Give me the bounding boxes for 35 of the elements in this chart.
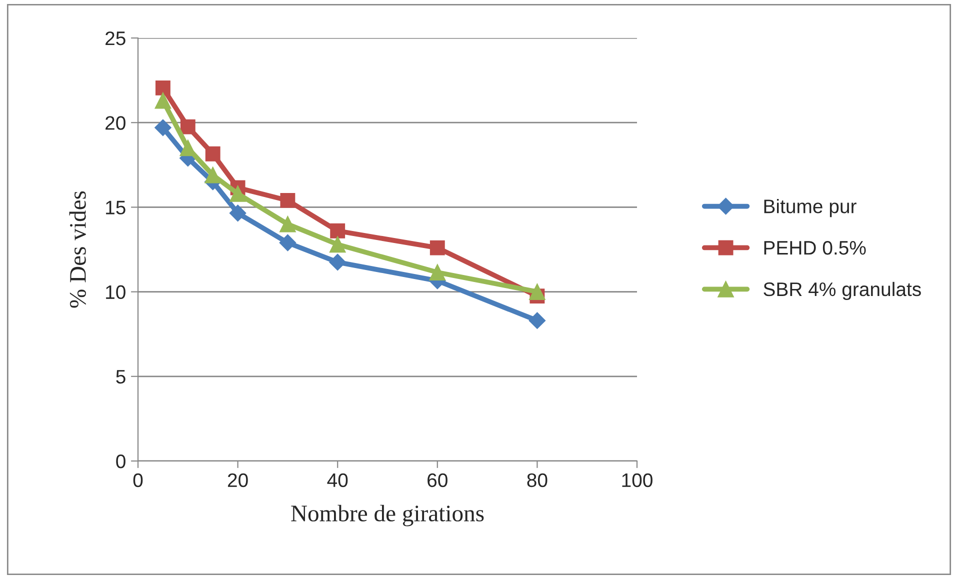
point [155, 80, 170, 96]
point [154, 92, 172, 109]
point [280, 192, 296, 208]
point [279, 234, 296, 252]
point [430, 240, 445, 256]
point [180, 119, 196, 134]
y-axis-title: % Des vides [69, 191, 86, 308]
point [529, 284, 546, 300]
point [528, 312, 546, 329]
y-tick-label: 0 [116, 454, 126, 468]
point [329, 236, 346, 253]
x-tick-label: 40 [327, 473, 348, 488]
point [280, 216, 296, 232]
point [429, 264, 446, 280]
x-tick-label: 0 [133, 473, 143, 488]
y-tick-label: 10 [106, 285, 126, 300]
legend-label: PEHD 0.5% [764, 240, 866, 255]
y-tick-label: 20 [106, 116, 126, 130]
point [205, 146, 220, 162]
point [154, 119, 172, 136]
x-tick-label: 80 [527, 473, 548, 488]
y-tick-label: 15 [106, 200, 126, 214]
x-tick-label: 60 [428, 473, 448, 488]
point [204, 166, 222, 184]
y-tick-label: 25 [106, 31, 126, 46]
y-tick-label: 5 [116, 370, 126, 384]
x-tick-label: 100 [622, 473, 652, 488]
legend-label: SBR 4% granulats [764, 282, 921, 300]
legend-label: Bitume pur [764, 198, 856, 218]
x-tick-label: 20 [228, 473, 248, 488]
point [330, 223, 346, 238]
x-axis-title: Nombre de girations [291, 504, 484, 526]
point [329, 254, 346, 271]
point [229, 204, 246, 222]
point [230, 186, 246, 202]
